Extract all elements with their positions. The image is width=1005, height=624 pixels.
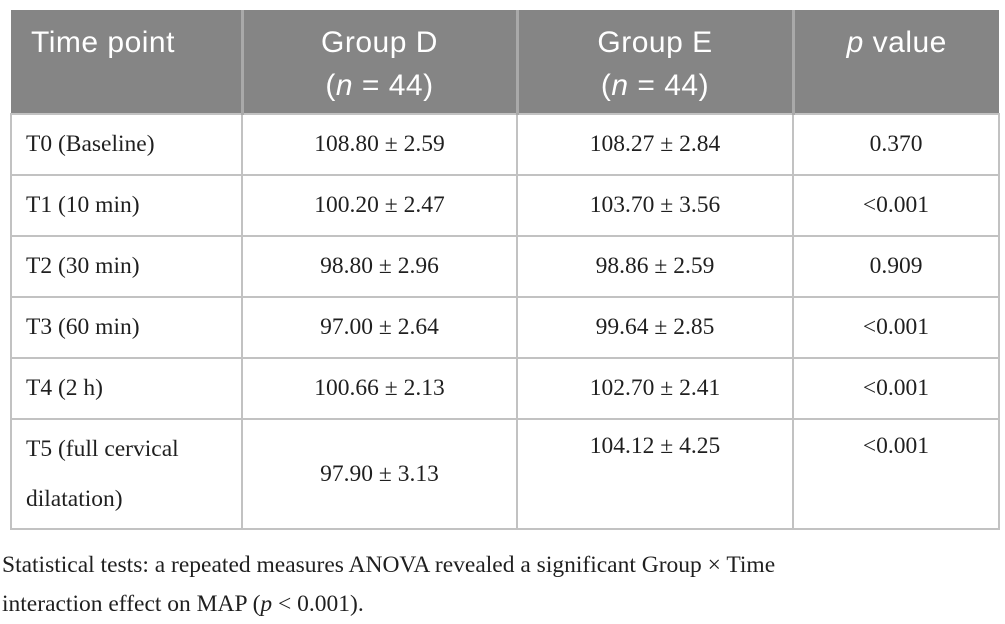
cell-p-value: 0.909 xyxy=(792,235,1000,298)
header-label: p value xyxy=(846,26,947,59)
cell-p-value: <0.001 xyxy=(792,174,1000,237)
table-row: T2 (30 min) 98.80 ± 2.96 98.86 ± 2.59 0.… xyxy=(10,235,1000,298)
cell-group-d: 97.00 ± 2.64 xyxy=(241,296,518,359)
footnote-line2: interaction effect on MAP (p < 0.001). xyxy=(2,591,364,617)
cell-time-point: T2 (30 min) xyxy=(10,235,243,298)
table-row: T4 (2 h) 100.66 ± 2.13 102.70 ± 2.41 <0.… xyxy=(10,357,1000,420)
table-row: T1 (10 min) 100.20 ± 2.47 103.70 ± 3.56 … xyxy=(10,174,1000,237)
footnote-line1: Statistical tests: a repeated measures A… xyxy=(2,552,776,578)
cell-group-d: 108.80 ± 2.59 xyxy=(241,113,518,176)
table-row: T0 (Baseline) 108.80 ± 2.59 108.27 ± 2.8… xyxy=(10,113,1000,176)
cell-group-e: 98.86 ± 2.59 xyxy=(516,235,794,298)
header-sublabel: (n = 44) xyxy=(600,69,710,102)
cell-group-d: 100.20 ± 2.47 xyxy=(241,174,518,237)
header-sublabel: (n = 44) xyxy=(325,69,434,102)
col-header-time-point: Time point xyxy=(11,10,242,114)
cell-time-point: T0 (Baseline) xyxy=(10,113,243,176)
table-figure: Time point Group D (n = 44) Group E (n =… xyxy=(10,10,1000,530)
cell-p-value: <0.001 xyxy=(792,357,1000,420)
cell-group-e: 103.70 ± 3.56 xyxy=(516,174,794,237)
cell-time-point: T1 (10 min) xyxy=(10,174,243,237)
table-row: T5 (full cervical dilatation) 97.90 ± 3.… xyxy=(10,418,1000,530)
cell-group-d: 97.90 ± 3.13 xyxy=(241,418,518,530)
col-header-group-e: Group E (n = 44) xyxy=(515,10,793,114)
cell-group-e: 99.64 ± 2.85 xyxy=(516,296,794,359)
col-header-p-value: p value xyxy=(791,10,999,114)
header-label: Time point xyxy=(31,26,175,59)
cell-time-point: T5 (full cervical dilatation) xyxy=(10,418,243,530)
cell-group-d: 98.80 ± 2.96 xyxy=(241,235,518,298)
cell-group-e: 102.70 ± 2.41 xyxy=(516,357,794,420)
col-header-group-d: Group D (n = 44) xyxy=(240,10,517,114)
table-footnote: Statistical tests: a repeated measures A… xyxy=(2,546,1002,624)
cell-group-e: 108.27 ± 2.84 xyxy=(516,113,794,176)
header-label: Group E xyxy=(597,26,713,59)
cell-group-e: 104.12 ± 4.25 xyxy=(516,418,794,530)
cell-time-point: T4 (2 h) xyxy=(10,357,243,420)
header-label: Group D xyxy=(321,26,438,59)
map-table: Time point Group D (n = 44) Group E (n =… xyxy=(10,10,1000,530)
cell-p-value: <0.001 xyxy=(792,296,1000,359)
cell-time-point: T3 (60 min) xyxy=(10,296,243,359)
header-row: Time point Group D (n = 44) Group E (n =… xyxy=(11,10,999,114)
table-row: T3 (60 min) 97.00 ± 2.64 99.64 ± 2.85 <0… xyxy=(10,296,1000,359)
cell-p-value: 0.370 xyxy=(792,113,1000,176)
cell-p-value: <0.001 xyxy=(792,418,1000,530)
cell-group-d: 100.66 ± 2.13 xyxy=(241,357,518,420)
